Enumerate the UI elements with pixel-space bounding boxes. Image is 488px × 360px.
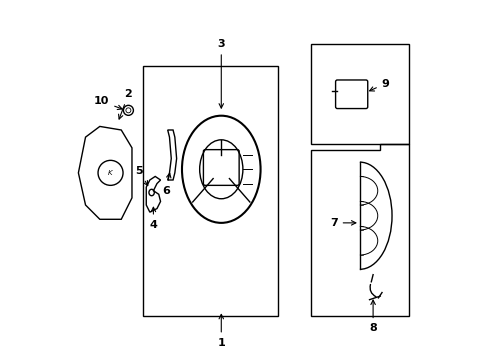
- Text: 3: 3: [217, 39, 224, 108]
- Text: 7: 7: [329, 218, 355, 228]
- Bar: [310, 44, 408, 144]
- Text: 5: 5: [135, 166, 147, 185]
- Text: K: K: [108, 170, 113, 176]
- Bar: [142, 66, 278, 316]
- Text: 1: 1: [217, 314, 224, 347]
- Text: 4: 4: [149, 207, 157, 230]
- Text: 8: 8: [368, 300, 376, 333]
- Text: 10: 10: [94, 96, 122, 109]
- Text: 2: 2: [118, 89, 132, 119]
- Text: 9: 9: [369, 78, 389, 91]
- Text: 6: 6: [162, 173, 171, 196]
